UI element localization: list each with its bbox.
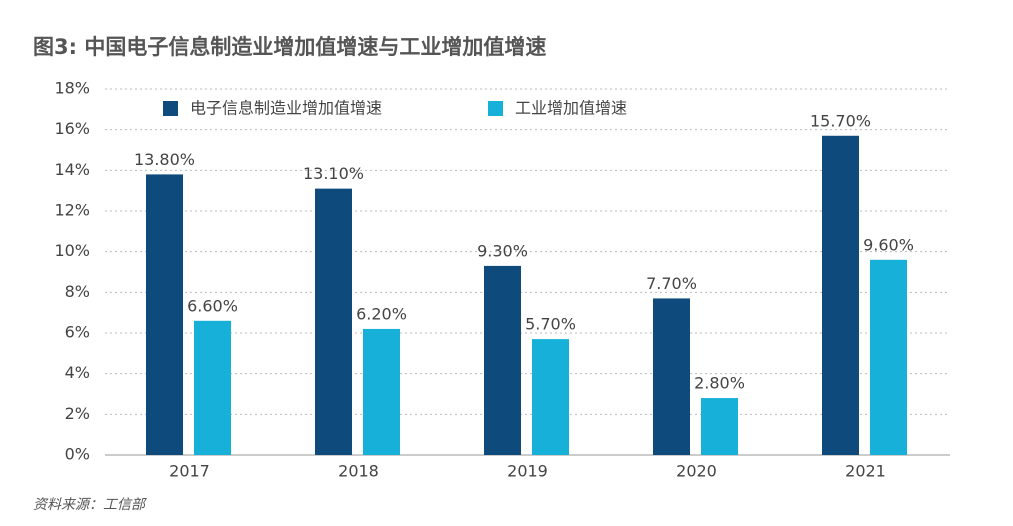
x-tick-label: 2020 xyxy=(676,462,717,481)
bar xyxy=(701,398,738,455)
source-note: 资料来源：工信部 xyxy=(33,497,147,513)
value-label: 13.80% xyxy=(134,150,195,169)
y-tick-label: 6% xyxy=(65,323,90,342)
bar xyxy=(363,328,400,455)
y-tick-label: 18% xyxy=(54,79,90,98)
legend-label: 电子信息制造业增加值增速 xyxy=(190,99,382,118)
legend-swatch xyxy=(488,101,503,116)
value-label: 15.70% xyxy=(810,111,871,130)
bar xyxy=(315,188,352,455)
y-tick-label: 0% xyxy=(65,445,90,464)
bar xyxy=(532,339,569,455)
chart-title: 图3: 中国电子信息制造业增加值增速与工业增加值增速 xyxy=(33,35,546,59)
value-label: 5.70% xyxy=(525,315,576,334)
y-tick-label: 12% xyxy=(54,201,90,220)
y-tick-label: 2% xyxy=(65,404,90,423)
value-label: 2.80% xyxy=(694,374,745,393)
value-label: 6.20% xyxy=(356,304,407,323)
y-tick-label: 8% xyxy=(65,282,90,301)
x-tick-label: 2018 xyxy=(338,462,379,481)
value-label: 9.60% xyxy=(863,235,914,254)
x-tick-label: 2019 xyxy=(507,462,548,481)
x-tick-label: 2017 xyxy=(169,462,210,481)
bar xyxy=(653,298,690,455)
y-tick-label: 10% xyxy=(54,241,90,260)
y-tick-label: 4% xyxy=(65,363,90,382)
legend-swatch xyxy=(163,101,178,116)
bar xyxy=(146,174,183,455)
bar xyxy=(870,259,907,455)
value-label: 7.70% xyxy=(646,274,697,293)
legend-label: 工业增加值增速 xyxy=(515,99,627,118)
value-label: 6.60% xyxy=(187,296,238,315)
y-tick-label: 14% xyxy=(54,160,90,179)
bar xyxy=(194,320,231,455)
bar xyxy=(484,265,521,455)
value-label: 9.30% xyxy=(477,241,528,260)
x-tick-label: 2021 xyxy=(845,462,886,481)
y-tick-label: 16% xyxy=(54,119,90,138)
value-label: 13.10% xyxy=(303,164,364,183)
bar xyxy=(822,135,859,455)
